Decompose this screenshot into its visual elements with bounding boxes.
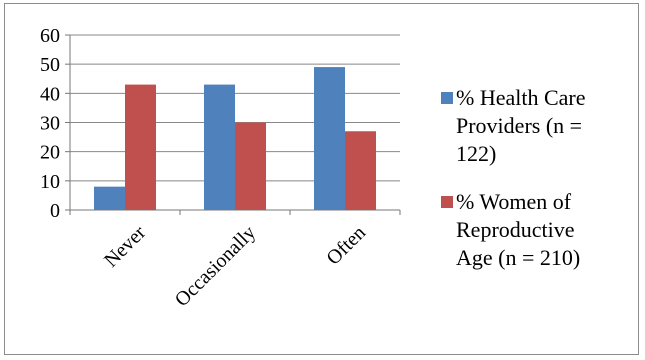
x-category-label: Often xyxy=(322,222,370,270)
y-tick-label: 30 xyxy=(40,113,60,135)
bar xyxy=(204,84,235,210)
legend-label: Reproductive xyxy=(456,217,575,242)
bar xyxy=(314,67,345,210)
x-category-label: Never xyxy=(100,221,150,271)
bar xyxy=(125,84,156,210)
legend-label: Providers (n = xyxy=(456,113,582,138)
legend-label: % Women of xyxy=(456,189,572,214)
legend-label: Age (n = 210) xyxy=(456,245,580,270)
legend-swatch xyxy=(441,92,453,104)
bar xyxy=(345,131,376,210)
y-tick-label: 20 xyxy=(40,142,60,164)
y-tick-label: 50 xyxy=(40,54,60,76)
bar xyxy=(94,186,125,210)
x-category-label: Occasionally xyxy=(171,222,260,311)
y-tick-label: 0 xyxy=(50,200,60,222)
y-tick-label: 40 xyxy=(40,83,60,105)
bar xyxy=(235,122,266,210)
legend-swatch xyxy=(441,196,453,208)
y-tick-label: 60 xyxy=(40,25,60,47)
legend-label: % Health Care xyxy=(456,85,586,110)
legend-label: 122) xyxy=(456,141,496,166)
y-tick-label: 10 xyxy=(40,171,60,193)
